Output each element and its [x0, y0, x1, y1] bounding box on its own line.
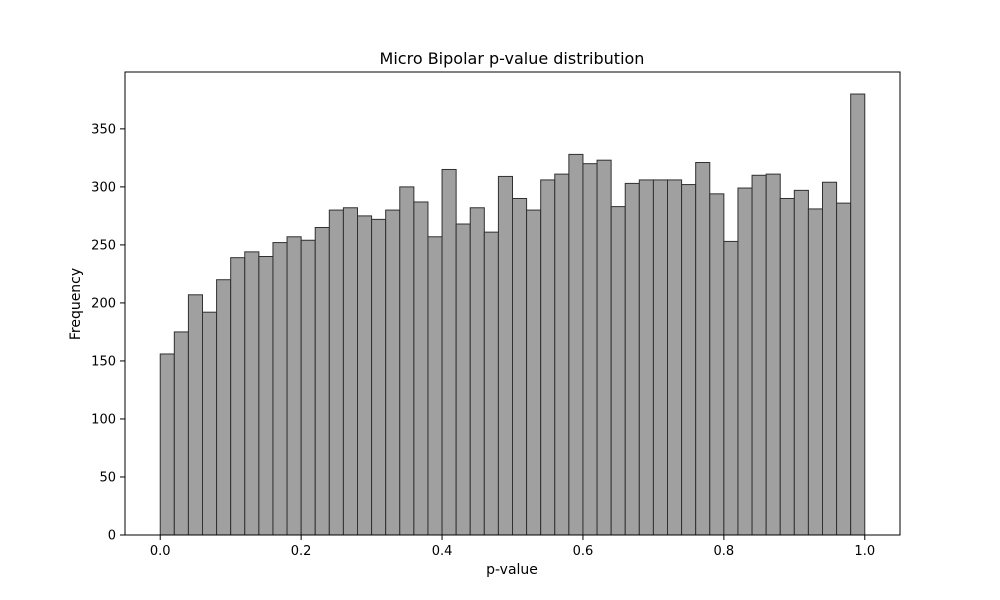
histogram-bar	[258, 256, 274, 536]
histogram-bar	[483, 231, 499, 536]
histogram-bar	[300, 239, 316, 536]
histogram-bar	[836, 202, 852, 536]
histogram-bar	[385, 209, 401, 536]
histogram-bar	[187, 294, 203, 536]
y-tick-label: 200	[91, 296, 116, 311]
histogram-bar	[413, 201, 429, 536]
y-tick-label: 300	[91, 180, 116, 195]
histogram-bar	[427, 236, 443, 536]
histogram-bar	[314, 226, 330, 536]
histogram-bar	[638, 179, 654, 536]
x-tick-label: 0.2	[291, 544, 312, 559]
x-axis-label: p-value	[486, 562, 538, 578]
histogram-bar	[469, 207, 485, 536]
y-tick-label: 0	[108, 529, 116, 544]
histogram-bar	[286, 236, 302, 536]
x-tick-label: 0.6	[573, 544, 594, 559]
histogram-bar	[582, 163, 598, 536]
histogram-bar	[455, 223, 471, 536]
histogram-bar	[667, 179, 683, 536]
bars-group	[159, 93, 866, 536]
histogram-bar	[357, 215, 373, 536]
histogram-bar	[399, 186, 415, 536]
histogram-bar	[230, 257, 246, 536]
histogram-bar	[512, 197, 528, 536]
x-tick-label: 0.8	[714, 544, 735, 559]
histogram-bar	[342, 207, 358, 536]
histogram-bar	[202, 311, 218, 536]
y-tick-label: 250	[91, 238, 116, 253]
histogram-bar	[765, 173, 781, 536]
histogram-bar	[624, 182, 640, 536]
y-tick-label: 100	[91, 412, 116, 427]
histogram-bar	[695, 162, 711, 536]
x-tick-label: 0.0	[150, 544, 171, 559]
histogram-bar	[568, 153, 584, 536]
histogram-bar	[652, 179, 669, 536]
histogram-bar	[779, 197, 795, 536]
histogram-bar	[371, 218, 387, 536]
histogram-bar	[497, 175, 513, 536]
histogram-bar	[216, 279, 232, 536]
y-tick-label: 150	[91, 354, 116, 369]
chart-title: Micro Bipolar p-value distribution	[380, 49, 645, 68]
plot-frame	[124, 71, 901, 536]
histogram-bar	[159, 353, 175, 536]
histogram-bar	[441, 168, 457, 536]
histogram-bar	[850, 93, 866, 536]
histogram-bar	[709, 193, 725, 536]
histogram-bar	[723, 240, 739, 536]
histogram-bar	[610, 206, 626, 536]
histogram-bar	[526, 209, 542, 536]
histogram-bar	[822, 181, 838, 536]
y-tick-label: 350	[91, 122, 116, 137]
histogram-bar	[751, 174, 767, 536]
y-axis: 0 50 100 150 200 250 300 350	[91, 122, 125, 544]
histogram-bar	[681, 184, 697, 536]
histogram-bar	[554, 173, 570, 536]
y-axis-label: Frequency	[68, 268, 84, 340]
y-tick-label: 50	[99, 470, 116, 485]
histogram-bar	[737, 187, 753, 536]
histogram-bar	[807, 208, 824, 536]
histogram-bar	[272, 242, 288, 536]
x-tick-label: 0.4	[432, 544, 453, 559]
histogram-bar	[244, 251, 260, 536]
histogram-bar	[328, 209, 344, 536]
x-axis: 0.0 0.2 0.4 0.6 0.8 1.0	[150, 535, 875, 559]
histogram-bar	[173, 331, 189, 536]
histogram-bar	[540, 179, 556, 536]
histogram-bar	[793, 189, 809, 536]
x-tick-label: 1.0	[854, 544, 875, 559]
histogram-bar	[596, 159, 612, 536]
